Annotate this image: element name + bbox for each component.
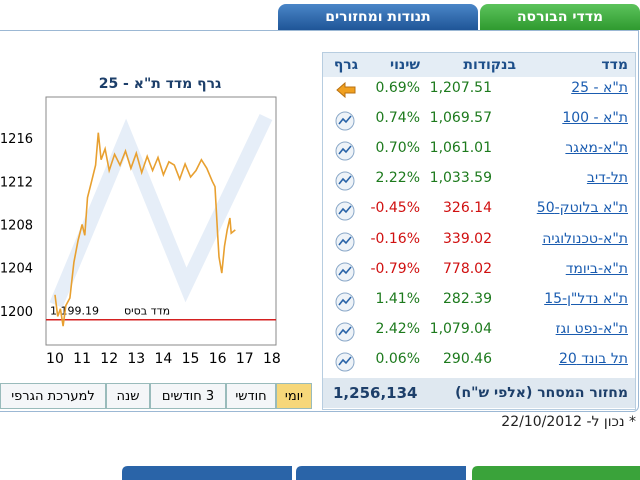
watermark	[49, 113, 273, 308]
graph	[335, 171, 355, 191]
index-link[interactable]: ת"א-טכנולוגיה	[542, 230, 628, 247]
index-line	[54, 132, 236, 327]
points: 1,069.57	[429, 110, 492, 127]
index-link[interactable]: ת"א - 25	[571, 80, 628, 96]
y-tick-label: 1204	[0, 262, 33, 277]
graph	[335, 141, 355, 161]
graph-icon[interactable]	[335, 352, 355, 372]
change: 1.41%	[375, 290, 420, 307]
tab-shape	[296, 466, 466, 480]
change: -0.79%	[370, 260, 420, 277]
index-link[interactable]: תל-דיב	[586, 170, 628, 187]
points: 282.39	[443, 290, 492, 307]
x-tick-label: 13	[127, 351, 145, 367]
graph-icon[interactable]	[335, 201, 355, 221]
points: 290.46	[443, 350, 492, 367]
x-tick-label: 16	[209, 351, 227, 367]
y-tick-label: 1200	[0, 305, 33, 320]
column-header: בנקודות	[463, 57, 516, 73]
baseline-label: מדד בסיס	[124, 305, 170, 318]
arrow-icon[interactable]	[335, 81, 356, 99]
points: 326.14	[443, 200, 492, 217]
graph-icon[interactable]	[335, 141, 355, 161]
index-link[interactable]: ת"א-ביומד	[565, 260, 628, 277]
chart-title: גרף מדד ת"א - 25	[99, 76, 222, 92]
x-tick-label: 12	[100, 351, 118, 367]
graph	[335, 201, 355, 221]
y-tick-label: 1216	[0, 132, 33, 147]
graph-icon[interactable]	[335, 171, 355, 191]
change: -0.45%	[370, 200, 420, 217]
index-link[interactable]: תל בונד 20	[558, 350, 628, 367]
graph	[335, 111, 355, 131]
graph-icon[interactable]	[335, 111, 355, 131]
graph-icon[interactable]	[335, 292, 355, 312]
graph-icon[interactable]	[335, 232, 355, 251]
points: 339.02	[443, 230, 492, 247]
index-link[interactable]: ת"א-נפט וגז	[555, 320, 628, 337]
points: 1,061.01	[429, 140, 492, 157]
footer-label: מחזור המסחר (אלפי ש"ח)	[455, 385, 628, 401]
x-tick-label: 18	[263, 351, 281, 367]
graph	[335, 232, 355, 251]
graph-icon[interactable]	[335, 262, 355, 282]
tab-shape	[122, 466, 292, 480]
change: 0.69%	[375, 80, 420, 96]
table-footer-bg	[323, 378, 635, 408]
x-tick-label: 14	[155, 351, 173, 367]
table-panel	[322, 52, 636, 410]
y-tick-label: 1208	[0, 219, 33, 234]
points: 1,207.51	[429, 80, 492, 96]
graph	[335, 322, 355, 342]
x-tick-label: 15	[182, 351, 200, 367]
x-tick-label: 11	[73, 351, 91, 367]
index-link[interactable]: ת"א בלוטק-50	[536, 200, 628, 217]
change: 0.74%	[375, 110, 420, 127]
index-link[interactable]: ת"א-מאגר	[565, 140, 628, 157]
column-header: שינוי	[389, 57, 420, 73]
range-button[interactable]: יומי	[276, 383, 312, 409]
column-header: גרף	[333, 57, 358, 73]
table-header-bg	[323, 53, 635, 77]
index-link[interactable]: ת"א - 100	[562, 110, 628, 127]
x-tick-label: 17	[236, 351, 254, 367]
column-header: מדד	[601, 57, 628, 73]
change: -0.16%	[370, 230, 420, 247]
graph	[335, 352, 355, 372]
points: 778.02	[443, 260, 492, 277]
range-button[interactable]: שנה	[106, 383, 150, 409]
arrow	[336, 81, 356, 99]
graph	[335, 262, 355, 282]
graph-icon[interactable]	[335, 322, 355, 342]
range-button[interactable]: למערכת הגרפי	[0, 383, 106, 409]
y-tick-label: 1212	[0, 175, 33, 190]
tab[interactable]: מדדי הבורסה	[480, 4, 640, 30]
points: 1,079.04	[429, 320, 492, 337]
index-link[interactable]: ת"א נדל"ן-15	[544, 290, 628, 307]
change: 0.70%	[375, 140, 420, 157]
range-button[interactable]: חודשי	[226, 383, 276, 409]
panel	[0, 30, 639, 412]
change: 2.42%	[375, 320, 420, 337]
tab-shape	[472, 466, 640, 480]
bottom-tabs	[122, 466, 640, 480]
tab[interactable]: תנודות ומחזורים	[278, 4, 478, 30]
points: 1,033.59	[429, 170, 492, 187]
footer-value: 1,256,134	[333, 384, 418, 402]
change: 0.06%	[375, 350, 420, 367]
range-button[interactable]: 3 חודשים	[150, 383, 226, 409]
change: 2.22%	[375, 170, 420, 187]
graph	[335, 292, 355, 312]
baseline-value: 1,199.19	[50, 305, 99, 318]
note: * נכון ל- 22/10/2012	[501, 414, 636, 430]
x-tick-label: 10	[46, 351, 64, 367]
